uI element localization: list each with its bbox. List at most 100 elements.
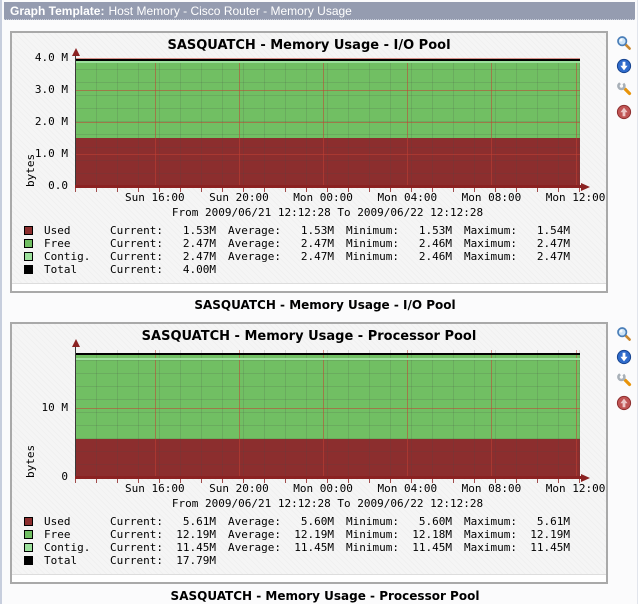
grid-major-vline xyxy=(407,350,409,478)
x-tick-label: Sun 20:00 xyxy=(209,191,269,204)
legend-stat-label: Average: xyxy=(228,237,281,250)
csv-export-icon[interactable] xyxy=(616,58,632,74)
grid-major-vline xyxy=(238,59,240,187)
legend-stat-label: Maximum: xyxy=(464,250,517,263)
x-axis-tick-marks xyxy=(75,188,580,192)
legend-stat-label: Minimum: xyxy=(346,515,399,528)
wrench-icon[interactable] xyxy=(616,370,632,388)
grid-major-hline xyxy=(75,122,580,123)
legend-series-name: Free xyxy=(44,237,71,250)
graph-legend: Used Current: 1.53M Average: 1.53M Minimum: 1.… xyxy=(24,224,606,276)
grid-major-vline xyxy=(575,59,577,187)
legend-stat-label: Current: xyxy=(110,250,163,263)
legend-stat-label: Current: xyxy=(110,263,163,276)
legend-stat-value: 2.47M xyxy=(182,237,216,250)
legend-swatch xyxy=(24,226,33,235)
legend-stat-label: Current: xyxy=(110,541,163,554)
legend-stat-value: 1.53M xyxy=(418,224,452,237)
y-tick-label: 0 xyxy=(61,470,68,483)
graph-block: SASQUATCH - Memory Usage - I/O Pool byte… xyxy=(10,31,637,313)
legend-series-name: Contig. xyxy=(44,541,91,554)
panel-bottom-gap xyxy=(12,574,606,582)
used-area xyxy=(75,138,580,187)
legend-stat-label: Average: xyxy=(228,528,281,541)
legend-stat-value xyxy=(410,263,458,276)
y-axis-line xyxy=(75,346,76,478)
x-axis-tick-marks xyxy=(75,479,580,483)
graph-caption: SASQUATCH - Memory Usage - Processor Poo… xyxy=(170,589,480,603)
graph-image[interactable]: SASQUATCH - Memory Usage - I/O Pool byte… xyxy=(10,31,608,293)
legend-stat-value xyxy=(410,554,458,567)
grid-major-vline xyxy=(154,350,156,478)
graph-legend: Used Current: 5.61M Average: 5.60M Minimum: 5.… xyxy=(24,515,606,567)
legend-stat-label xyxy=(228,263,286,276)
x-axis-line xyxy=(75,185,582,188)
plot-region: 10 M 0 Sun 16:00 Sun 20:00 Mon 00:00 Mon 04:… xyxy=(42,339,605,495)
legend-stat-label: Maximum: xyxy=(464,224,517,237)
legend-stat-value xyxy=(292,554,340,567)
graph-action-icons xyxy=(608,322,632,411)
legend-stat-value xyxy=(528,263,576,276)
legend-stat-label: Maximum: xyxy=(464,237,517,250)
legend-stat-value: 12.19M xyxy=(294,528,334,541)
legend-stat-label: Average: xyxy=(228,541,281,554)
x-axis-arrow-icon xyxy=(581,183,590,191)
grid-major-vline xyxy=(575,350,577,478)
legend-swatch xyxy=(24,252,33,261)
grid-major-vline xyxy=(323,59,325,187)
contig-line xyxy=(75,357,580,360)
grid-major-vline xyxy=(238,350,240,478)
graph-template-label: Graph Template: xyxy=(10,4,105,18)
legend-stat-value: 1.53M xyxy=(300,224,334,237)
legend-stat-value xyxy=(292,263,340,276)
x-tick-label: Mon 12:00 xyxy=(545,191,606,204)
legend-stat-label: Current: xyxy=(110,224,163,237)
graph-image[interactable]: SASQUATCH - Memory Usage - Processor Poo… xyxy=(10,322,608,584)
legend-stat-value: 5.61M xyxy=(182,515,216,528)
legend-stat-value: 2.47M xyxy=(536,250,570,263)
x-axis-line xyxy=(75,476,582,479)
legend-swatch xyxy=(24,265,33,274)
legend-stat-label xyxy=(346,554,404,567)
legend-swatch xyxy=(24,517,33,526)
zoom-icon[interactable] xyxy=(616,35,632,51)
page-top-icon[interactable] xyxy=(616,104,632,120)
legend-stat-value: 1.53M xyxy=(182,224,216,237)
y-tick-label: 4.0 M xyxy=(34,51,68,64)
x-tick-label: Sun 16:00 xyxy=(124,191,185,204)
legend-stat-label: Current: xyxy=(110,528,163,541)
x-tick-label: Mon 04:00 xyxy=(377,482,438,495)
legend-stat-value: 11.45M xyxy=(412,541,452,554)
legend-stat-label xyxy=(228,554,286,567)
legend-swatch xyxy=(24,556,33,565)
wrench-icon[interactable] xyxy=(616,79,632,97)
legend-swatch xyxy=(24,239,33,248)
y-tick-label: 0.0 xyxy=(48,179,68,192)
legend-stat-label: Minimum: xyxy=(346,224,399,237)
legend-stat-value: 2.46M xyxy=(418,250,452,263)
x-tick-label: Mon 00:00 xyxy=(293,482,353,495)
legend-stat-label: Maximum: xyxy=(464,541,517,554)
legend-stat-label: Current: xyxy=(110,237,163,250)
grid-major-vline xyxy=(491,350,493,478)
total-line xyxy=(75,352,580,355)
csv-export-icon[interactable] xyxy=(616,349,632,365)
legend-stat-label: Minimum: xyxy=(346,250,399,263)
grid-major-hline xyxy=(75,90,580,91)
x-tick-label: Mon 08:00 xyxy=(461,191,522,204)
graph-template-value: Host Memory - Cisco Router - Memory Usag… xyxy=(108,4,352,18)
legend-stat-label: Current: xyxy=(110,554,163,567)
legend-stat-label: Minimum: xyxy=(346,237,399,250)
x-tick-label: Mon 08:00 xyxy=(461,482,522,495)
x-tick-label: Mon 12:00 xyxy=(545,482,606,495)
x-tick-label: Sun 16:00 xyxy=(124,482,185,495)
zoom-icon[interactable] xyxy=(616,326,632,342)
page-top-icon[interactable] xyxy=(616,395,632,411)
legend-swatch xyxy=(24,543,33,552)
legend-stat-value: 4.00M xyxy=(182,263,216,276)
legend-stat-label: Average: xyxy=(228,515,281,528)
grid-major-vline xyxy=(323,350,325,478)
legend-stat-value: 17.79M xyxy=(176,554,216,567)
y-tick-label: 10 M xyxy=(41,400,69,414)
y-axis-line xyxy=(75,55,76,187)
